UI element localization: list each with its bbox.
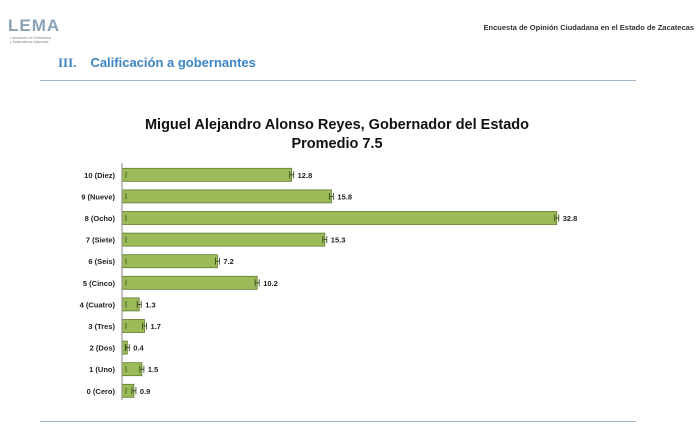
- value-label: 0.4: [133, 344, 144, 353]
- bar: [121, 362, 143, 377]
- logo-subtitle-line-2: y Matemáticas Aplicadas: [10, 40, 49, 44]
- value-label: 10.2: [263, 279, 278, 288]
- error-bar: [125, 236, 328, 244]
- error-bar: [124, 344, 130, 352]
- category-label: 6 (Seis): [88, 257, 115, 266]
- section-number: III.: [58, 55, 77, 70]
- value-label: 12.8: [298, 171, 313, 180]
- bar: [121, 167, 293, 182]
- category-label: 2 (Dos): [90, 344, 116, 353]
- header-divider: [40, 80, 636, 81]
- category-label: 4 (Cuatro): [80, 300, 116, 309]
- category-label: 8 (Ocho): [85, 214, 116, 223]
- value-label: 0.9: [140, 387, 150, 396]
- lema-logo: LEMA Laboratorio de Estadística y Matemá…: [8, 16, 68, 46]
- logo-text: LEMA: [8, 16, 61, 35]
- value-label: 1.7: [151, 322, 161, 331]
- chart-subtitle: Promedio 7.5: [291, 136, 383, 152]
- category-label: 0 (Cero): [87, 387, 116, 396]
- bar: [121, 297, 140, 312]
- category-label: 10 (Diez): [84, 171, 115, 180]
- value-label: 15.8: [337, 192, 352, 201]
- category-label: 7 (Siete): [86, 236, 116, 245]
- category-label: 1 (Uno): [89, 365, 115, 374]
- section-title: Calificación a gobernantes: [90, 55, 256, 70]
- error-bar: [125, 214, 560, 222]
- value-label: 1.3: [145, 300, 155, 309]
- value-label: 15.3: [331, 236, 346, 245]
- error-bar: [125, 365, 145, 373]
- section-heading: III. Calificación a gobernantes: [58, 55, 256, 71]
- logo-subtitle-line-1: Laboratorio de Estadística: [10, 36, 51, 40]
- error-bar: [125, 192, 334, 200]
- category-label: 3 (Tres): [88, 322, 115, 331]
- error-bar: [125, 257, 220, 265]
- error-bar: [125, 387, 137, 395]
- value-label: 1.5: [148, 365, 158, 374]
- bar: [121, 319, 145, 333]
- category-label: 9 (Nueve): [81, 192, 115, 201]
- chart-title: Miguel Alejandro Alonso Reyes, Gobernado…: [144, 117, 530, 133]
- bar: [121, 232, 326, 247]
- value-label: 32.8: [563, 214, 578, 223]
- footer-divider: [40, 421, 636, 422]
- category-label: 5 (Cinco): [83, 279, 116, 288]
- error-bar: [125, 171, 295, 179]
- error-bar: [125, 322, 147, 330]
- survey-title: Encuesta de Opinión Ciudadana en el Esta…: [483, 23, 694, 32]
- error-bar: [125, 279, 260, 287]
- error-bar: [125, 300, 142, 308]
- value-label: 7.2: [223, 257, 233, 266]
- bar: [121, 275, 258, 290]
- bars-layer: 10 (Diez) 12.8 9 (Nueve) 15.8 8 (Ocho) 32.8 7 …: [80, 167, 578, 398]
- bar: [121, 189, 332, 204]
- bar: [121, 211, 558, 225]
- bar: [121, 254, 218, 269]
